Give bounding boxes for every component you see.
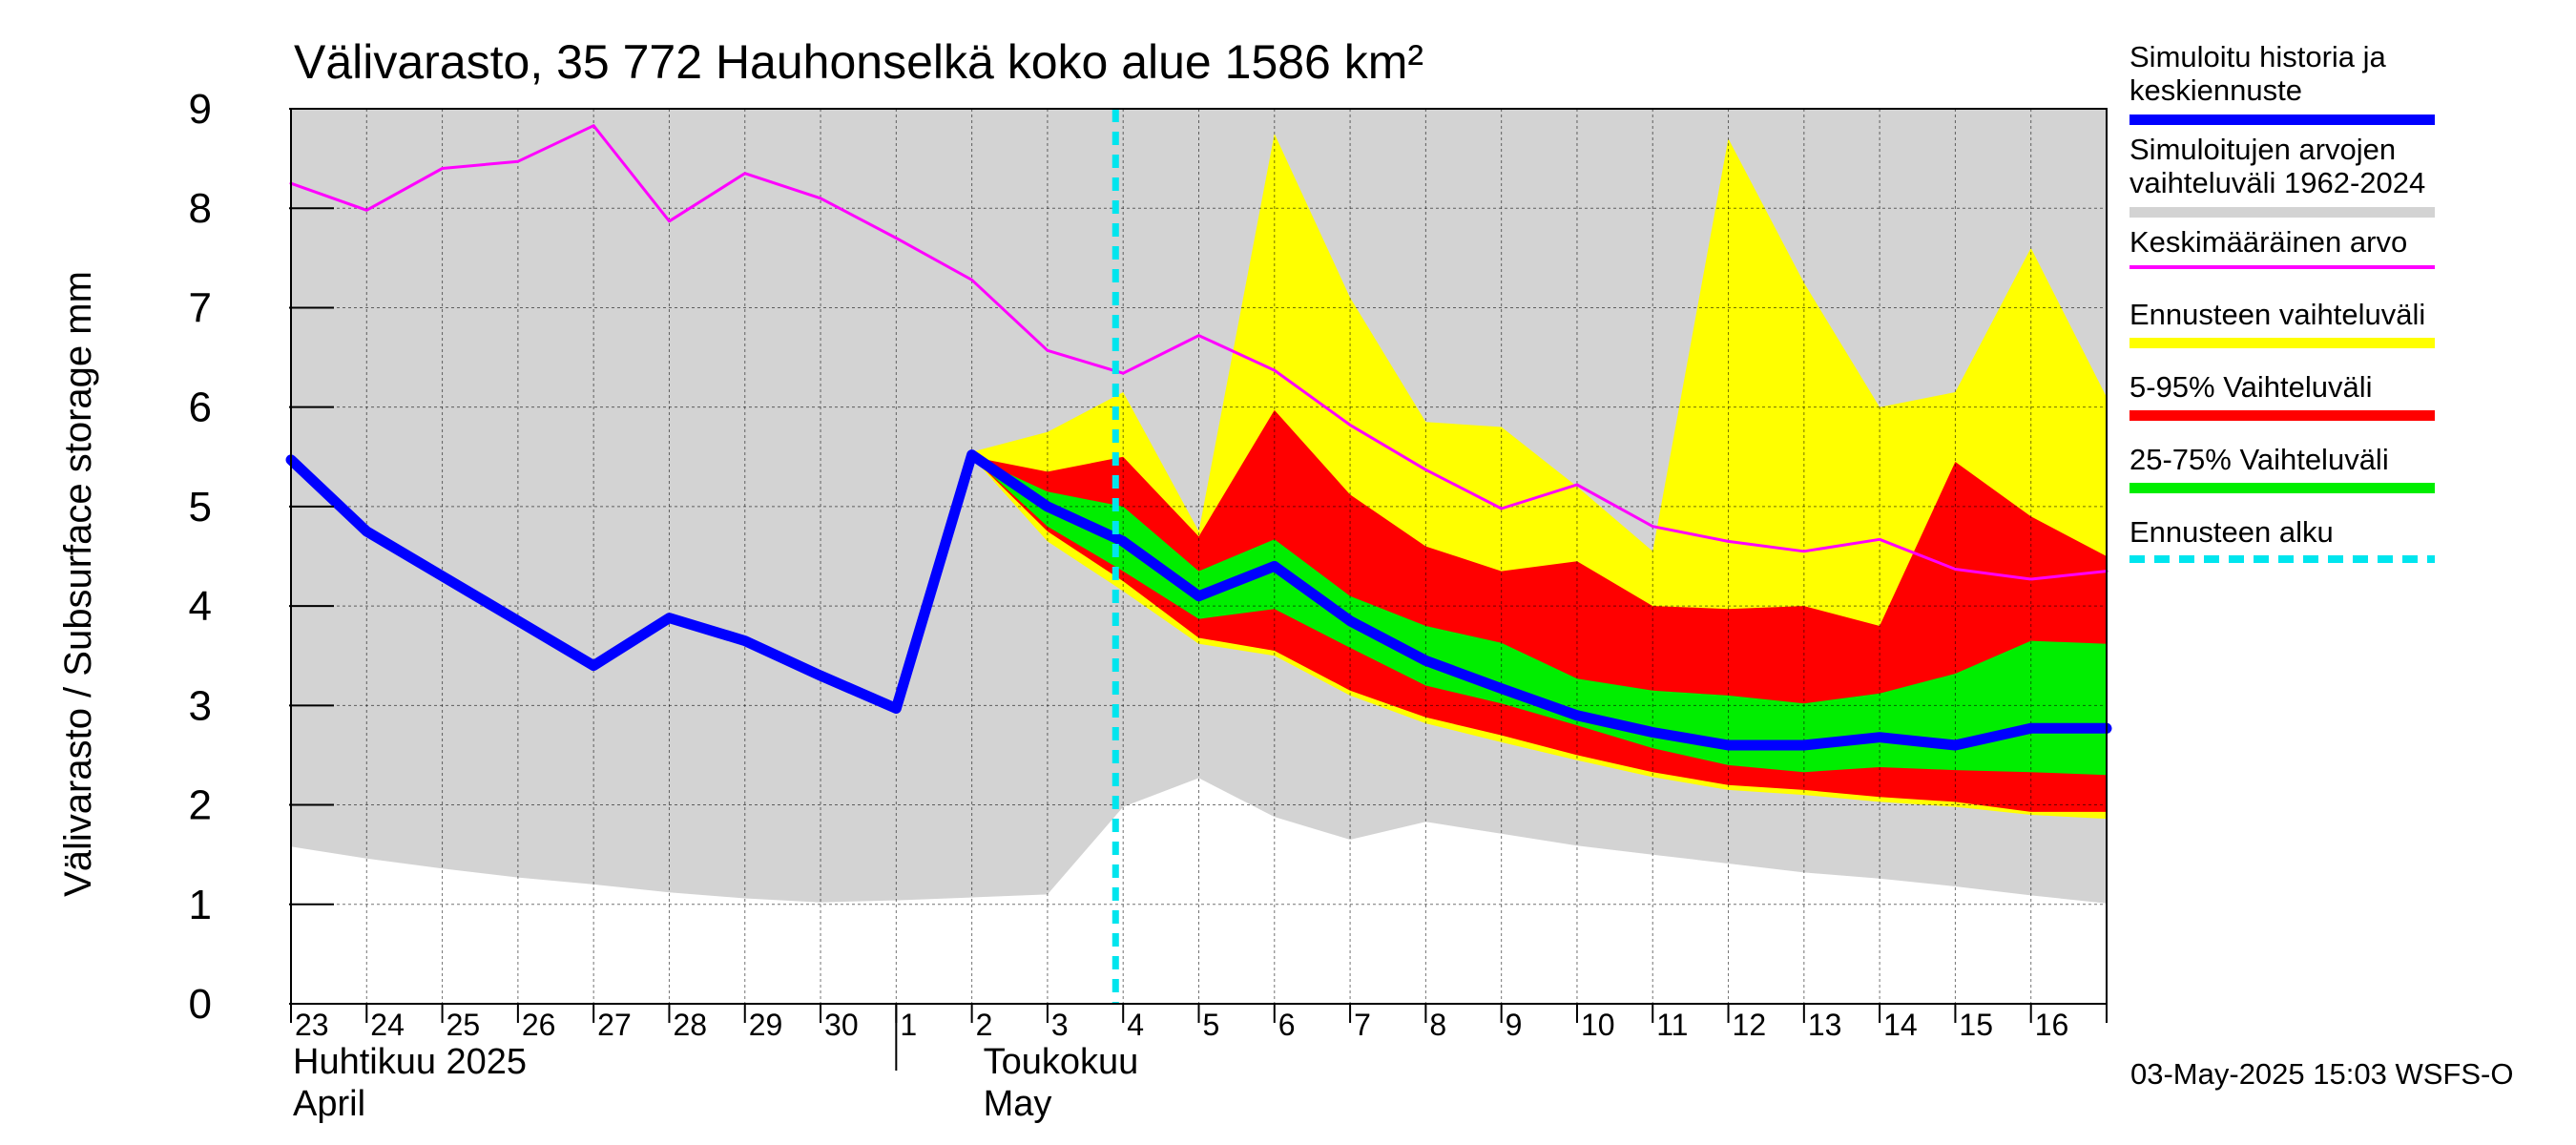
legend-item: Simuloitu historia ja keskiennuste — [2129, 40, 2454, 133]
x-tick-label: 2 — [976, 1008, 993, 1042]
chart-title: Välivarasto, 35 772 Hauhonselkä koko alu… — [294, 35, 1423, 89]
legend-item: 5-95% Vaihteluväli — [2129, 370, 2454, 443]
legend-label: Ennusteen alku — [2129, 515, 2334, 549]
legend-item: Ennusteen alku — [2129, 515, 2454, 588]
x-tick-label: 5 — [1203, 1008, 1220, 1042]
legend-swatch — [2129, 265, 2435, 269]
y-tick-label: 5 — [189, 484, 212, 531]
legend-label: Simuloitu historia ja keskiennuste — [2129, 40, 2386, 107]
x-tick-label: 15 — [1959, 1008, 1993, 1042]
timestamp: 03-May-2025 15:03 WSFS-O — [2130, 1057, 2514, 1091]
x-tick-label: 3 — [1051, 1008, 1069, 1042]
month-label-en: May — [984, 1084, 1052, 1124]
legend-item: Ennusteen vaihteluväli — [2129, 298, 2454, 370]
legend-label: Ennusteen vaihteluväli — [2129, 298, 2426, 331]
x-tick-label: 14 — [1883, 1008, 1918, 1042]
x-tick-label: 10 — [1581, 1008, 1615, 1042]
legend-label: 25-75% Vaihteluväli — [2129, 443, 2389, 476]
x-tick-label: 28 — [673, 1008, 707, 1042]
legend-swatch — [2129, 207, 2435, 218]
x-tick-label: 30 — [824, 1008, 859, 1042]
x-tick-label: 7 — [1354, 1008, 1371, 1042]
month-label: Toukokuu — [984, 1042, 1139, 1082]
legend-item: Keskimääräinen arvo — [2129, 225, 2454, 298]
line-keskim-r-inen-arvo — [289, 124, 2109, 581]
x-tick-label: 9 — [1506, 1008, 1523, 1042]
legend-label: Keskimääräinen arvo — [2129, 225, 2408, 259]
legend-swatch — [2129, 410, 2435, 421]
x-tick-label: 4 — [1127, 1008, 1144, 1042]
legend: Simuloitu historia ja keskiennuste Simulo… — [2129, 40, 2454, 588]
month-label-en: April — [293, 1084, 365, 1124]
legend-label: Simuloitujen arvojen vaihteluväli 1962-2… — [2129, 133, 2426, 199]
y-tick-label: 4 — [189, 583, 212, 630]
x-tick-label: 24 — [370, 1008, 405, 1042]
x-tick-label: 25 — [447, 1008, 481, 1042]
y-tick-label: 1 — [189, 882, 212, 928]
y-axis-label: Välivarasto / Subsurface storage mm — [57, 271, 99, 897]
y-tick-label: 7 — [189, 284, 212, 331]
x-tick-label: 13 — [1808, 1008, 1842, 1042]
x-tick-label: 11 — [1656, 1008, 1688, 1042]
y-tick-label: 2 — [189, 782, 212, 829]
x-tick-label: 6 — [1278, 1008, 1296, 1042]
legend-item: 25-75% Vaihteluväli — [2129, 443, 2454, 515]
band-25-75-vaihteluv-li — [971, 456, 2107, 776]
x-tick-label: 27 — [597, 1008, 632, 1042]
legend-item: Simuloitujen arvojen vaihteluväli 1962-2… — [2129, 133, 2454, 225]
x-tick-label: 26 — [522, 1008, 556, 1042]
y-tick-label: 3 — [189, 682, 212, 729]
line-simuloitu-historia-ja-keskiennuste — [285, 449, 2112, 751]
legend-swatch — [2129, 114, 2435, 125]
y-tick-label: 9 — [189, 86, 212, 133]
legend-swatch — [2129, 555, 2435, 563]
x-tick-label: 23 — [295, 1008, 329, 1042]
x-tick-label: 12 — [1733, 1008, 1767, 1042]
x-tick-label: 16 — [2035, 1008, 2069, 1042]
x-tick-label: 8 — [1429, 1008, 1446, 1042]
y-tick-label: 6 — [189, 385, 212, 431]
legend-swatch — [2129, 483, 2435, 493]
month-label: Huhtikuu 2025 — [293, 1042, 527, 1082]
x-tick-label: 29 — [749, 1008, 783, 1042]
x-tick-label: 1 — [900, 1008, 917, 1042]
y-tick-label: 8 — [189, 185, 212, 232]
y-tick-label: 0 — [189, 981, 212, 1028]
legend-swatch — [2129, 338, 2435, 348]
legend-label: 5-95% Vaihteluväli — [2129, 370, 2373, 404]
